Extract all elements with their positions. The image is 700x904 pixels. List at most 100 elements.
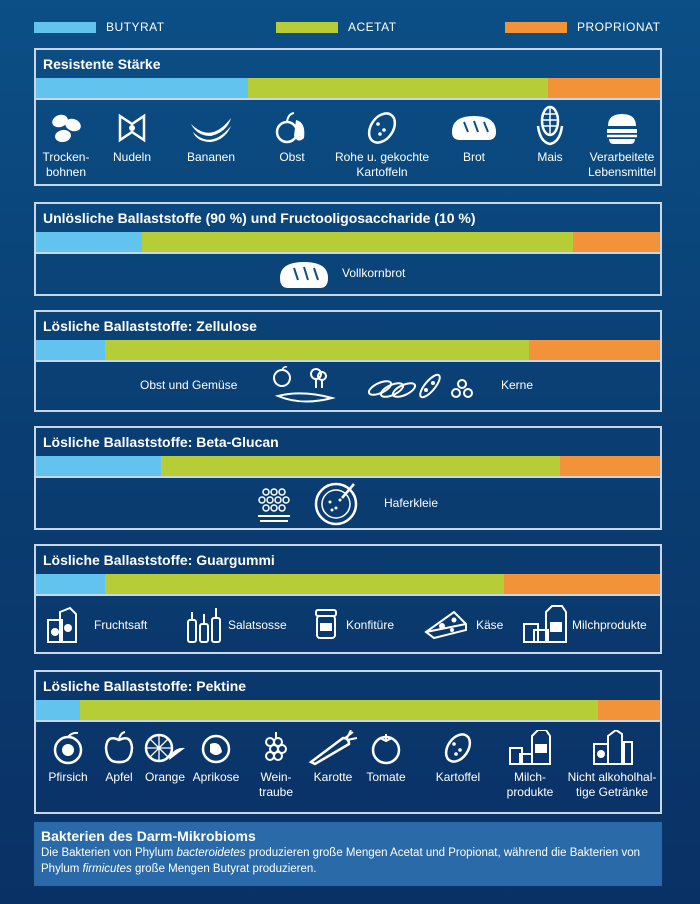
proprionat-segment [547, 78, 660, 98]
panel-title: Lösliche Ballaststoffe: Beta-Glucan [43, 434, 279, 450]
potato-icon [367, 112, 397, 144]
food-item: Karotte [302, 730, 364, 785]
grapes-icon [265, 732, 287, 761]
food-item: Apfel [96, 730, 142, 785]
food-item: Obst [264, 110, 320, 165]
food-item: Pfirsich [40, 730, 96, 785]
oats-icon [258, 488, 290, 522]
food-label: Obst [279, 150, 305, 164]
dairy-icon [509, 730, 551, 765]
panel-guargummi: Lösliche Ballaststoffe: Guargummi Frucht… [34, 544, 662, 654]
food-list: Fruchtsaft Salatsosse Konfitüre Käse [36, 594, 660, 652]
food-label: Wein- traube [258, 770, 294, 799]
info-text-part: große Mengen Butyrat produzieren. [131, 863, 317, 875]
food-label: Bananen [186, 150, 236, 164]
bread-icon [280, 262, 328, 288]
butyrat-segment [36, 456, 161, 476]
jam-jar-icon [315, 609, 337, 639]
beans-icon [52, 114, 81, 143]
food-item: Brot [444, 110, 504, 165]
seeds-icon [367, 373, 473, 399]
orange-icon [144, 733, 185, 763]
food-item: Rohe u. gekochte Kartoffeln [328, 110, 436, 180]
food-label: Tomate [366, 770, 406, 784]
food-list: Vollkornbrot [36, 252, 660, 294]
corn-icon [536, 105, 564, 146]
food-label: Kartoffel [435, 770, 481, 784]
acetat-segment [160, 456, 561, 476]
bread-icon [452, 116, 496, 140]
food-label: Nicht alkoholhal- tige Getränke [567, 770, 657, 799]
tomato-icon [371, 734, 401, 765]
stacked-bar [36, 574, 660, 594]
food-item: Kartoffel [424, 730, 492, 785]
food-list: Pfirsich Apfel Orange Aprikose [36, 720, 660, 812]
stacked-bar [36, 340, 660, 360]
food-label: Milch- produkte [506, 770, 554, 799]
legend-label-proprionat: PROPRIONAT [577, 20, 661, 34]
bran-bowl-icon [314, 482, 358, 526]
potato-icon [444, 733, 472, 763]
food-item: Aprikose [188, 730, 244, 785]
butyrat-segment [36, 340, 105, 360]
food-label: Konfitüre [346, 618, 395, 632]
food-label: Milchprodukte [572, 618, 647, 632]
food-list: Haferkleie [36, 476, 660, 528]
butyrat-segment [36, 700, 80, 720]
peach-icon [53, 731, 83, 765]
proprionat-segment [560, 456, 660, 476]
food-label: Apfel [105, 770, 133, 784]
food-item: Trocken- bohnen [38, 110, 94, 180]
food-item: Wein- traube [248, 730, 304, 800]
food-item: Nicht alkoholhal- tige Getränke [562, 730, 662, 800]
panel-title: Unlösliche Ballaststoffe (90 %) und Fruc… [43, 210, 476, 226]
soft-drink-icon [593, 730, 633, 765]
apple-icon [104, 731, 134, 764]
acetat-segment [248, 78, 548, 98]
legend-swatch-acetat [276, 21, 338, 33]
vegetables-icon [273, 366, 336, 403]
proprionat-segment [528, 340, 660, 360]
acetat-segment [79, 700, 598, 720]
food-item: Orange [140, 730, 190, 785]
legend-swatch-proprionat [505, 21, 567, 33]
butyrat-segment [36, 78, 249, 98]
apricot-icon [201, 734, 231, 764]
butyrat-segment [36, 232, 143, 252]
food-label: Haferkleie [384, 496, 439, 510]
info-text-italic: bacteroidetes [176, 847, 246, 859]
food-label: Salatsosse [228, 618, 287, 632]
proprionat-segment [572, 232, 660, 252]
food-item: Mais [524, 104, 576, 165]
food-label: Karotte [313, 770, 353, 784]
panel-pektine: Lösliche Ballaststoffe: Pektine Pfirsich… [34, 670, 662, 814]
info-title: Bakterien des Darm-Mikrobioms [41, 828, 256, 844]
food-label: Aprikose [192, 770, 240, 784]
food-item: Verarbeitete Lebensmittel [580, 110, 664, 180]
carrot-icon [308, 730, 358, 766]
food-label: Käse [476, 618, 504, 632]
food-label: Fruchtsaft [94, 618, 148, 632]
food-label: Brot [462, 150, 485, 164]
info-box: Bakterien des Darm-Mikrobioms Die Bakter… [34, 822, 662, 886]
food-item: Bananen [176, 110, 246, 165]
legend-label-butyrat: BUTYRAT [106, 20, 165, 34]
food-label: Trocken- bohnen [42, 150, 90, 179]
panel-beta-glucan: Lösliche Ballaststoffe: Beta-Glucan Hafe… [34, 426, 662, 530]
dressing-bottles-icon [187, 608, 221, 643]
info-text: Die Bakterien von Phylum bacteroidetes p… [41, 845, 655, 877]
legend-swatch-butyrat [34, 21, 96, 33]
food-label: Pfirsich [48, 770, 88, 784]
legend-acetat: ACETAT [276, 20, 397, 34]
fruit-icon [275, 112, 305, 144]
acetat-segment [142, 232, 573, 252]
legend-proprionat: PROPRIONAT [505, 20, 660, 34]
legend-butyrat: BUTYRAT [34, 20, 165, 34]
butyrat-segment [36, 574, 105, 594]
stacked-bar [36, 456, 660, 476]
panel-resistente-staerke: Resistente Stärke Trocken- bohnen Nudeln… [34, 48, 662, 186]
stacked-bar [36, 232, 660, 252]
proprionat-segment [503, 574, 660, 594]
info-text-italic: firmicutes [82, 863, 132, 875]
stacked-bar [36, 78, 660, 98]
